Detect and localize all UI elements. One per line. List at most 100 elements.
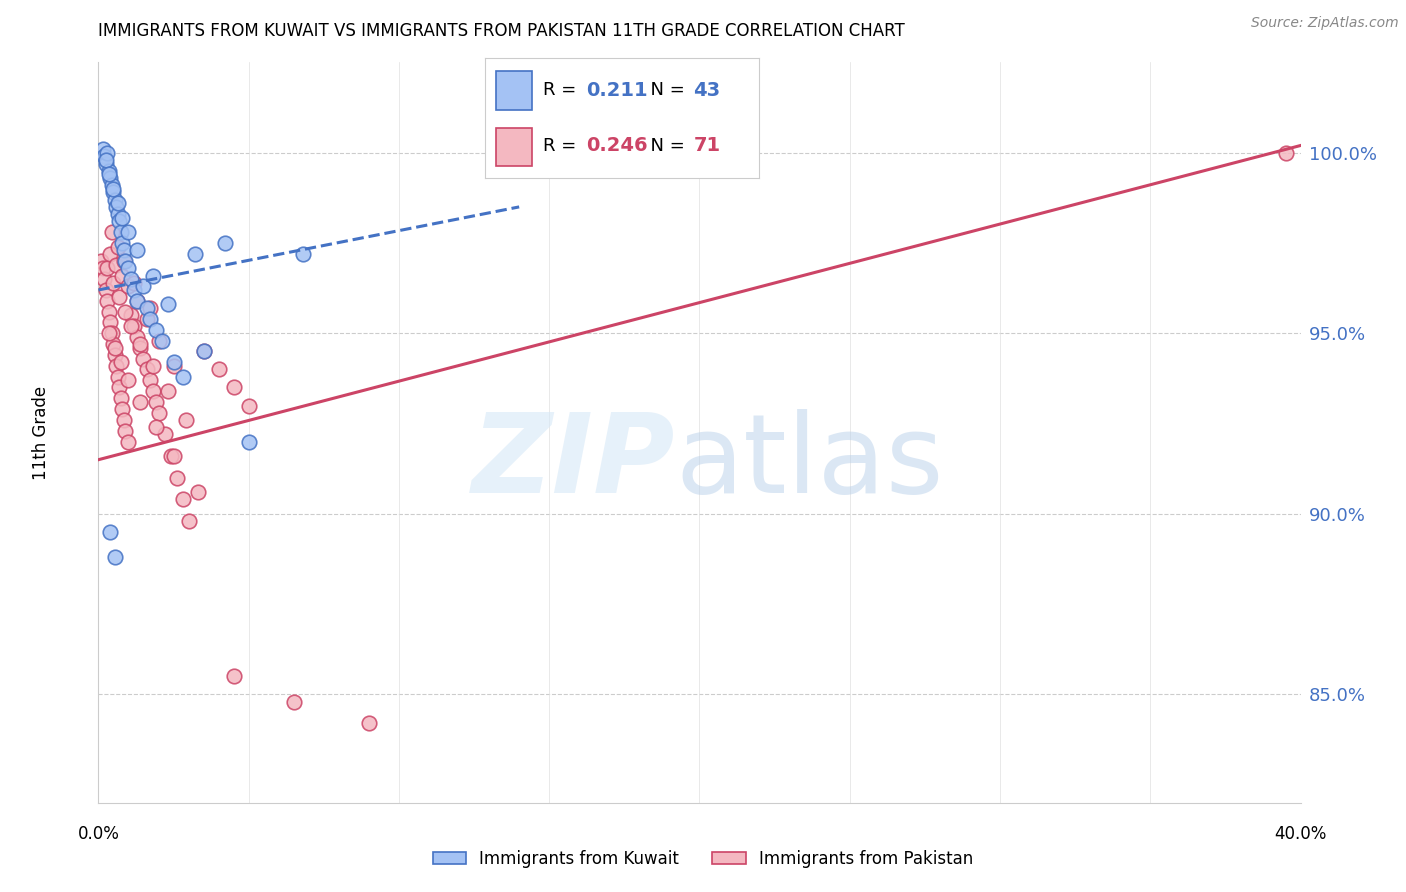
Point <box>145 395 167 409</box>
Point <box>103 276 125 290</box>
Point <box>110 225 132 239</box>
Point <box>183 247 205 261</box>
Point <box>97 304 120 318</box>
Text: Source: ZipAtlas.com: Source: ZipAtlas.com <box>1251 16 1399 30</box>
Point <box>127 244 149 258</box>
Point <box>124 276 146 290</box>
Bar <box>496 128 531 166</box>
Point <box>156 384 179 398</box>
Point <box>172 369 194 384</box>
Point <box>138 311 160 326</box>
Point <box>145 323 167 337</box>
Point <box>148 406 170 420</box>
Text: atlas: atlas <box>675 409 943 516</box>
Point <box>238 434 260 449</box>
Point <box>222 669 245 683</box>
Point <box>104 341 127 355</box>
Point <box>177 514 200 528</box>
Point <box>107 196 129 211</box>
Point <box>138 373 160 387</box>
Point <box>94 156 117 170</box>
Point <box>132 351 155 366</box>
Point <box>141 268 163 283</box>
Point <box>162 359 184 373</box>
Point <box>93 272 115 286</box>
Point <box>110 355 132 369</box>
Point <box>121 319 143 334</box>
Point <box>193 344 215 359</box>
Point <box>91 261 114 276</box>
Text: 0.0%: 0.0% <box>77 825 120 843</box>
Point <box>153 427 176 442</box>
Point <box>156 297 179 311</box>
Point <box>97 163 120 178</box>
Point <box>129 337 152 351</box>
Point <box>111 268 134 283</box>
Point <box>222 380 245 394</box>
Text: IMMIGRANTS FROM KUWAIT VS IMMIGRANTS FROM PAKISTAN 11TH GRADE CORRELATION CHART: IMMIGRANTS FROM KUWAIT VS IMMIGRANTS FRO… <box>98 22 905 40</box>
Point <box>117 225 139 239</box>
Text: 40.0%: 40.0% <box>1274 825 1327 843</box>
Point <box>127 293 149 308</box>
Point <box>148 334 170 348</box>
Point <box>105 359 128 373</box>
Point <box>108 214 131 228</box>
Text: 71: 71 <box>693 136 720 155</box>
Point <box>111 402 134 417</box>
Point <box>124 319 146 334</box>
Point <box>121 308 143 322</box>
Point <box>104 193 127 207</box>
Point <box>91 142 114 156</box>
Text: N =: N = <box>638 136 690 155</box>
Point <box>114 304 136 318</box>
Text: R =: R = <box>543 136 588 155</box>
Point <box>114 424 136 438</box>
Text: 43: 43 <box>693 81 720 100</box>
Point <box>94 283 117 297</box>
Point <box>110 392 132 406</box>
Point <box>117 261 139 276</box>
Point <box>101 178 124 193</box>
Text: R =: R = <box>543 81 588 100</box>
Point <box>162 449 184 463</box>
Point <box>117 279 139 293</box>
Point <box>103 186 125 200</box>
Point <box>166 471 188 485</box>
Point <box>141 384 163 398</box>
Point <box>117 434 139 449</box>
Point <box>112 413 135 427</box>
Point <box>174 413 197 427</box>
Point <box>129 341 152 355</box>
Point <box>107 239 129 253</box>
Point <box>172 492 194 507</box>
Point <box>96 293 118 308</box>
Text: N =: N = <box>638 81 690 100</box>
Text: ZIP: ZIP <box>472 409 675 516</box>
Point <box>100 247 122 261</box>
Point <box>114 254 136 268</box>
Point <box>107 207 129 221</box>
Point <box>97 326 120 341</box>
Point <box>112 254 135 268</box>
Point <box>104 550 127 565</box>
Bar <box>496 71 531 110</box>
Point <box>96 261 118 276</box>
Point <box>108 380 131 394</box>
Point <box>138 301 160 315</box>
Point <box>135 301 157 315</box>
Point <box>124 283 146 297</box>
Point <box>127 293 149 308</box>
Point <box>112 244 135 258</box>
Point <box>104 348 127 362</box>
Point <box>111 211 134 225</box>
Point <box>97 168 120 182</box>
Point <box>283 695 305 709</box>
Point <box>187 485 209 500</box>
Point <box>90 254 112 268</box>
Text: 0.211: 0.211 <box>586 81 648 100</box>
Point <box>103 182 125 196</box>
Point <box>238 399 260 413</box>
Point <box>193 344 215 359</box>
Point <box>101 225 124 239</box>
Point <box>127 330 149 344</box>
